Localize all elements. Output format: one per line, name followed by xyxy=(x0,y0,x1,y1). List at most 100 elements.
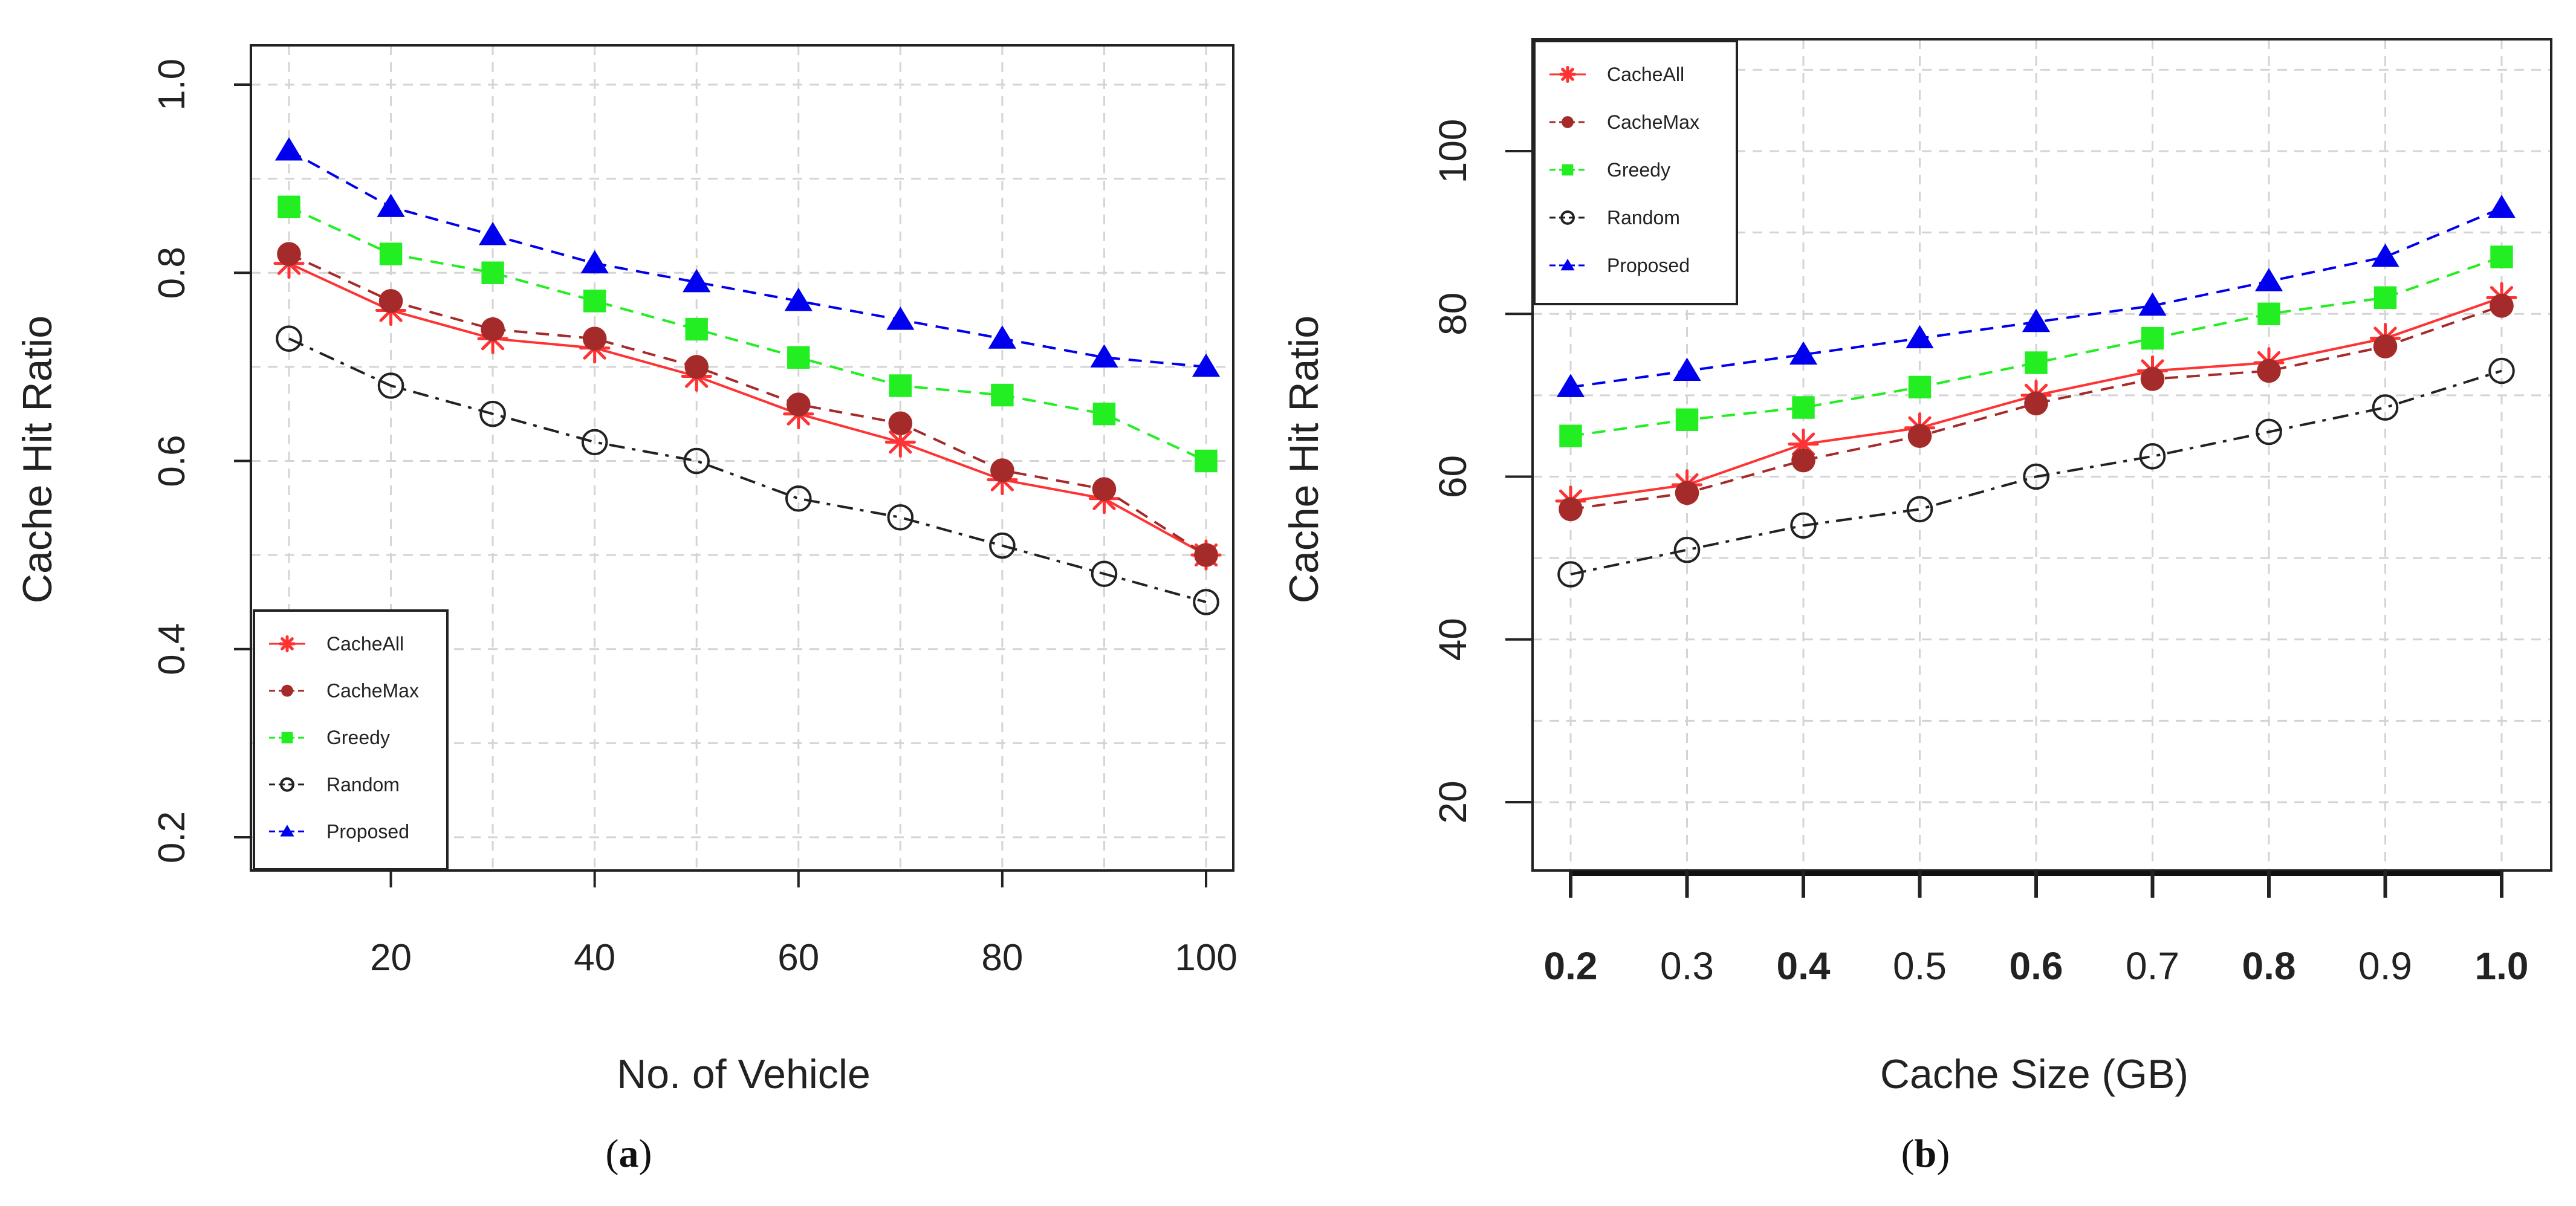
data-point-greedy xyxy=(1792,396,1815,419)
plot-frame xyxy=(250,44,1234,872)
y-tick-label: 60 xyxy=(1431,455,1475,498)
data-point-cachemax xyxy=(2373,334,2398,358)
data-point-proposed xyxy=(784,287,813,311)
data-point-proposed xyxy=(2022,308,2051,332)
data-point-proposed xyxy=(479,222,507,245)
legend: CacheAll CacheMax Greedy Random Proposed xyxy=(1533,40,1738,305)
data-point-proposed xyxy=(274,137,303,161)
data-point-greedy xyxy=(2025,351,2048,374)
legend-marker-proposed xyxy=(1560,259,1575,271)
data-point-cachemax xyxy=(684,355,709,379)
data-point-greedy xyxy=(1195,449,1218,473)
data-point-greedy xyxy=(1092,402,1116,426)
x-tick-label: 0.4 xyxy=(1777,944,1831,988)
data-point-random xyxy=(2256,418,2282,446)
legend-label-random: Random xyxy=(326,774,400,796)
x-tick-label: 80 xyxy=(981,937,1023,979)
x-tick-label: 0.6 xyxy=(2010,944,2063,988)
data-point-proposed xyxy=(886,306,915,330)
series-line-cacheall xyxy=(288,262,1207,556)
plot-frame xyxy=(1531,38,2552,872)
data-point-random xyxy=(1673,536,1701,563)
data-point-proposed xyxy=(377,193,405,217)
caption-open-paren: ( xyxy=(606,1132,619,1176)
data-point-cachemax xyxy=(582,326,607,351)
y-tick-label: 20 xyxy=(1431,780,1475,823)
data-point-greedy xyxy=(277,195,300,219)
data-point-greedy xyxy=(1559,424,1582,447)
data-point-cacheall xyxy=(884,426,916,458)
x-tick-label: 0.5 xyxy=(1893,944,1947,988)
data-point-proposed xyxy=(988,325,1016,349)
series-random xyxy=(1557,357,2515,588)
series-cachemax xyxy=(277,242,1218,567)
series-line-cachemax xyxy=(288,253,1207,556)
data-point-cachemax xyxy=(2257,358,2281,383)
x-tick-label: 20 xyxy=(370,937,412,979)
data-point-proposed xyxy=(1789,341,1818,365)
y-axis-label: Cache Hit Ratio xyxy=(15,316,60,603)
legend-label-proposed: Proposed xyxy=(326,820,409,842)
legend-marker-cachemax xyxy=(1562,116,1574,128)
data-point-cachemax xyxy=(1559,497,1583,522)
data-point-cachemax xyxy=(2140,367,2165,391)
legend-marker-random xyxy=(280,777,294,792)
series-line-random xyxy=(288,337,1207,603)
data-point-random xyxy=(1557,561,1584,588)
legend-label-greedy: Greedy xyxy=(326,727,390,748)
data-point-greedy xyxy=(583,290,606,313)
data-point-proposed xyxy=(2138,292,2167,316)
legend-marker-greedy xyxy=(281,731,293,744)
data-point-random xyxy=(2139,443,2166,470)
x-axis-label: Cache Size (GB) xyxy=(1880,1051,2188,1097)
data-point-cachemax xyxy=(2024,391,2048,416)
data-point-greedy xyxy=(1675,408,1699,431)
legend-label-cacheall: CacheAll xyxy=(326,633,404,655)
data-point-cachemax xyxy=(1675,481,1699,505)
legend-marker-cacheall xyxy=(1559,65,1577,83)
legend-marker-proposed xyxy=(280,825,294,837)
data-point-greedy xyxy=(379,242,403,265)
series-line-greedy xyxy=(1570,256,2502,438)
legend-marker-cacheall xyxy=(278,635,296,653)
data-point-random xyxy=(887,504,914,531)
legend-marker-greedy xyxy=(1562,164,1574,176)
data-point-proposed xyxy=(2487,195,2516,218)
data-point-cachemax xyxy=(1092,477,1117,501)
legend-label-random: Random xyxy=(1607,207,1680,229)
x-tick-label: 100 xyxy=(1175,937,1237,979)
x-tick-label: 1.0 xyxy=(2475,944,2529,988)
data-point-cachemax xyxy=(481,317,505,342)
data-point-greedy xyxy=(991,383,1014,407)
caption-close-paren: ) xyxy=(1936,1132,1950,1176)
y-tick-label: 80 xyxy=(1431,293,1475,336)
caption-letter: a xyxy=(619,1132,639,1176)
chart-panel-b: 20 40 60 80 100 0.2 0.3 0.4 0.5 0.6 0.7 0.8 0.9 1.0 Ca… xyxy=(1281,38,2552,1176)
y-tick-label: 0.8 xyxy=(151,247,193,299)
data-point-random xyxy=(989,532,1016,559)
series-proposed xyxy=(1556,195,2516,397)
data-point-proposed xyxy=(683,268,711,293)
data-point-cachemax xyxy=(786,392,811,417)
data-point-cachemax xyxy=(2490,293,2514,318)
series-cachemax xyxy=(1559,293,2514,522)
data-point-random xyxy=(1091,560,1118,588)
data-point-greedy xyxy=(787,346,810,369)
caption-letter: b xyxy=(1915,1132,1937,1176)
data-point-random xyxy=(683,447,710,475)
chart-panel-a: 0.2 0.4 0.6 0.8 1.0 20 40 60 80 100 No. of Vehicle… xyxy=(15,44,1238,1176)
data-point-proposed xyxy=(2254,268,2283,291)
data-point-greedy xyxy=(889,374,912,397)
y-tick-label: 1.0 xyxy=(151,59,193,111)
data-point-proposed xyxy=(1906,325,1934,349)
y-tick-label: 40 xyxy=(1431,618,1475,661)
data-point-cachemax xyxy=(1907,424,1932,448)
legend-label-greedy: Greedy xyxy=(1607,159,1670,181)
data-point-cachemax xyxy=(888,411,913,436)
data-point-random xyxy=(1790,512,1817,539)
data-point-proposed xyxy=(1090,344,1118,368)
data-point-greedy xyxy=(685,317,708,341)
data-point-cachemax xyxy=(1194,543,1218,567)
data-point-greedy xyxy=(481,261,504,284)
data-point-greedy xyxy=(2141,326,2164,350)
